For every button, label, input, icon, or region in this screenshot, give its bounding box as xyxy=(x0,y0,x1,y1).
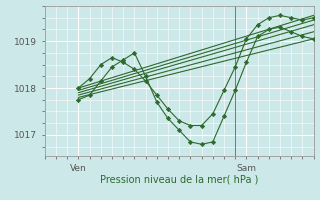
X-axis label: Pression niveau de la mer( hPa ): Pression niveau de la mer( hPa ) xyxy=(100,174,258,184)
